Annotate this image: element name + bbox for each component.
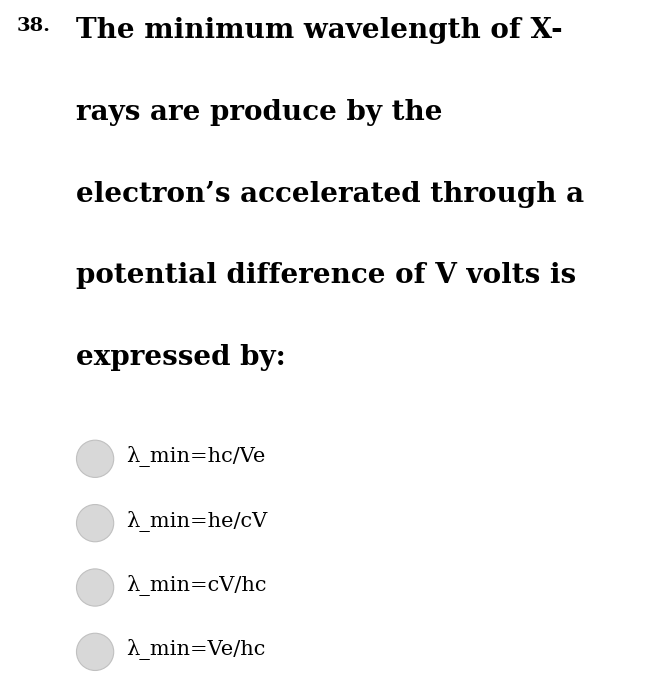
Text: potential difference of V volts is: potential difference of V volts is	[76, 262, 577, 289]
Ellipse shape	[76, 504, 114, 542]
Text: 38.: 38.	[17, 17, 51, 35]
Text: λ_min=he/cV: λ_min=he/cV	[126, 511, 267, 531]
Text: λ_min=cV/hc: λ_min=cV/hc	[126, 575, 267, 596]
Text: λ_min=hc/Ve: λ_min=hc/Ve	[126, 446, 266, 467]
Text: expressed by:: expressed by:	[76, 344, 286, 371]
Ellipse shape	[76, 633, 114, 671]
Ellipse shape	[76, 569, 114, 606]
Ellipse shape	[76, 440, 114, 477]
Text: rays are produce by the: rays are produce by the	[76, 99, 443, 126]
Text: The minimum wavelength of X-: The minimum wavelength of X-	[76, 17, 563, 44]
Text: electron’s accelerated through a: electron’s accelerated through a	[76, 181, 585, 208]
Text: λ_min=Ve/hc: λ_min=Ve/hc	[126, 639, 266, 660]
